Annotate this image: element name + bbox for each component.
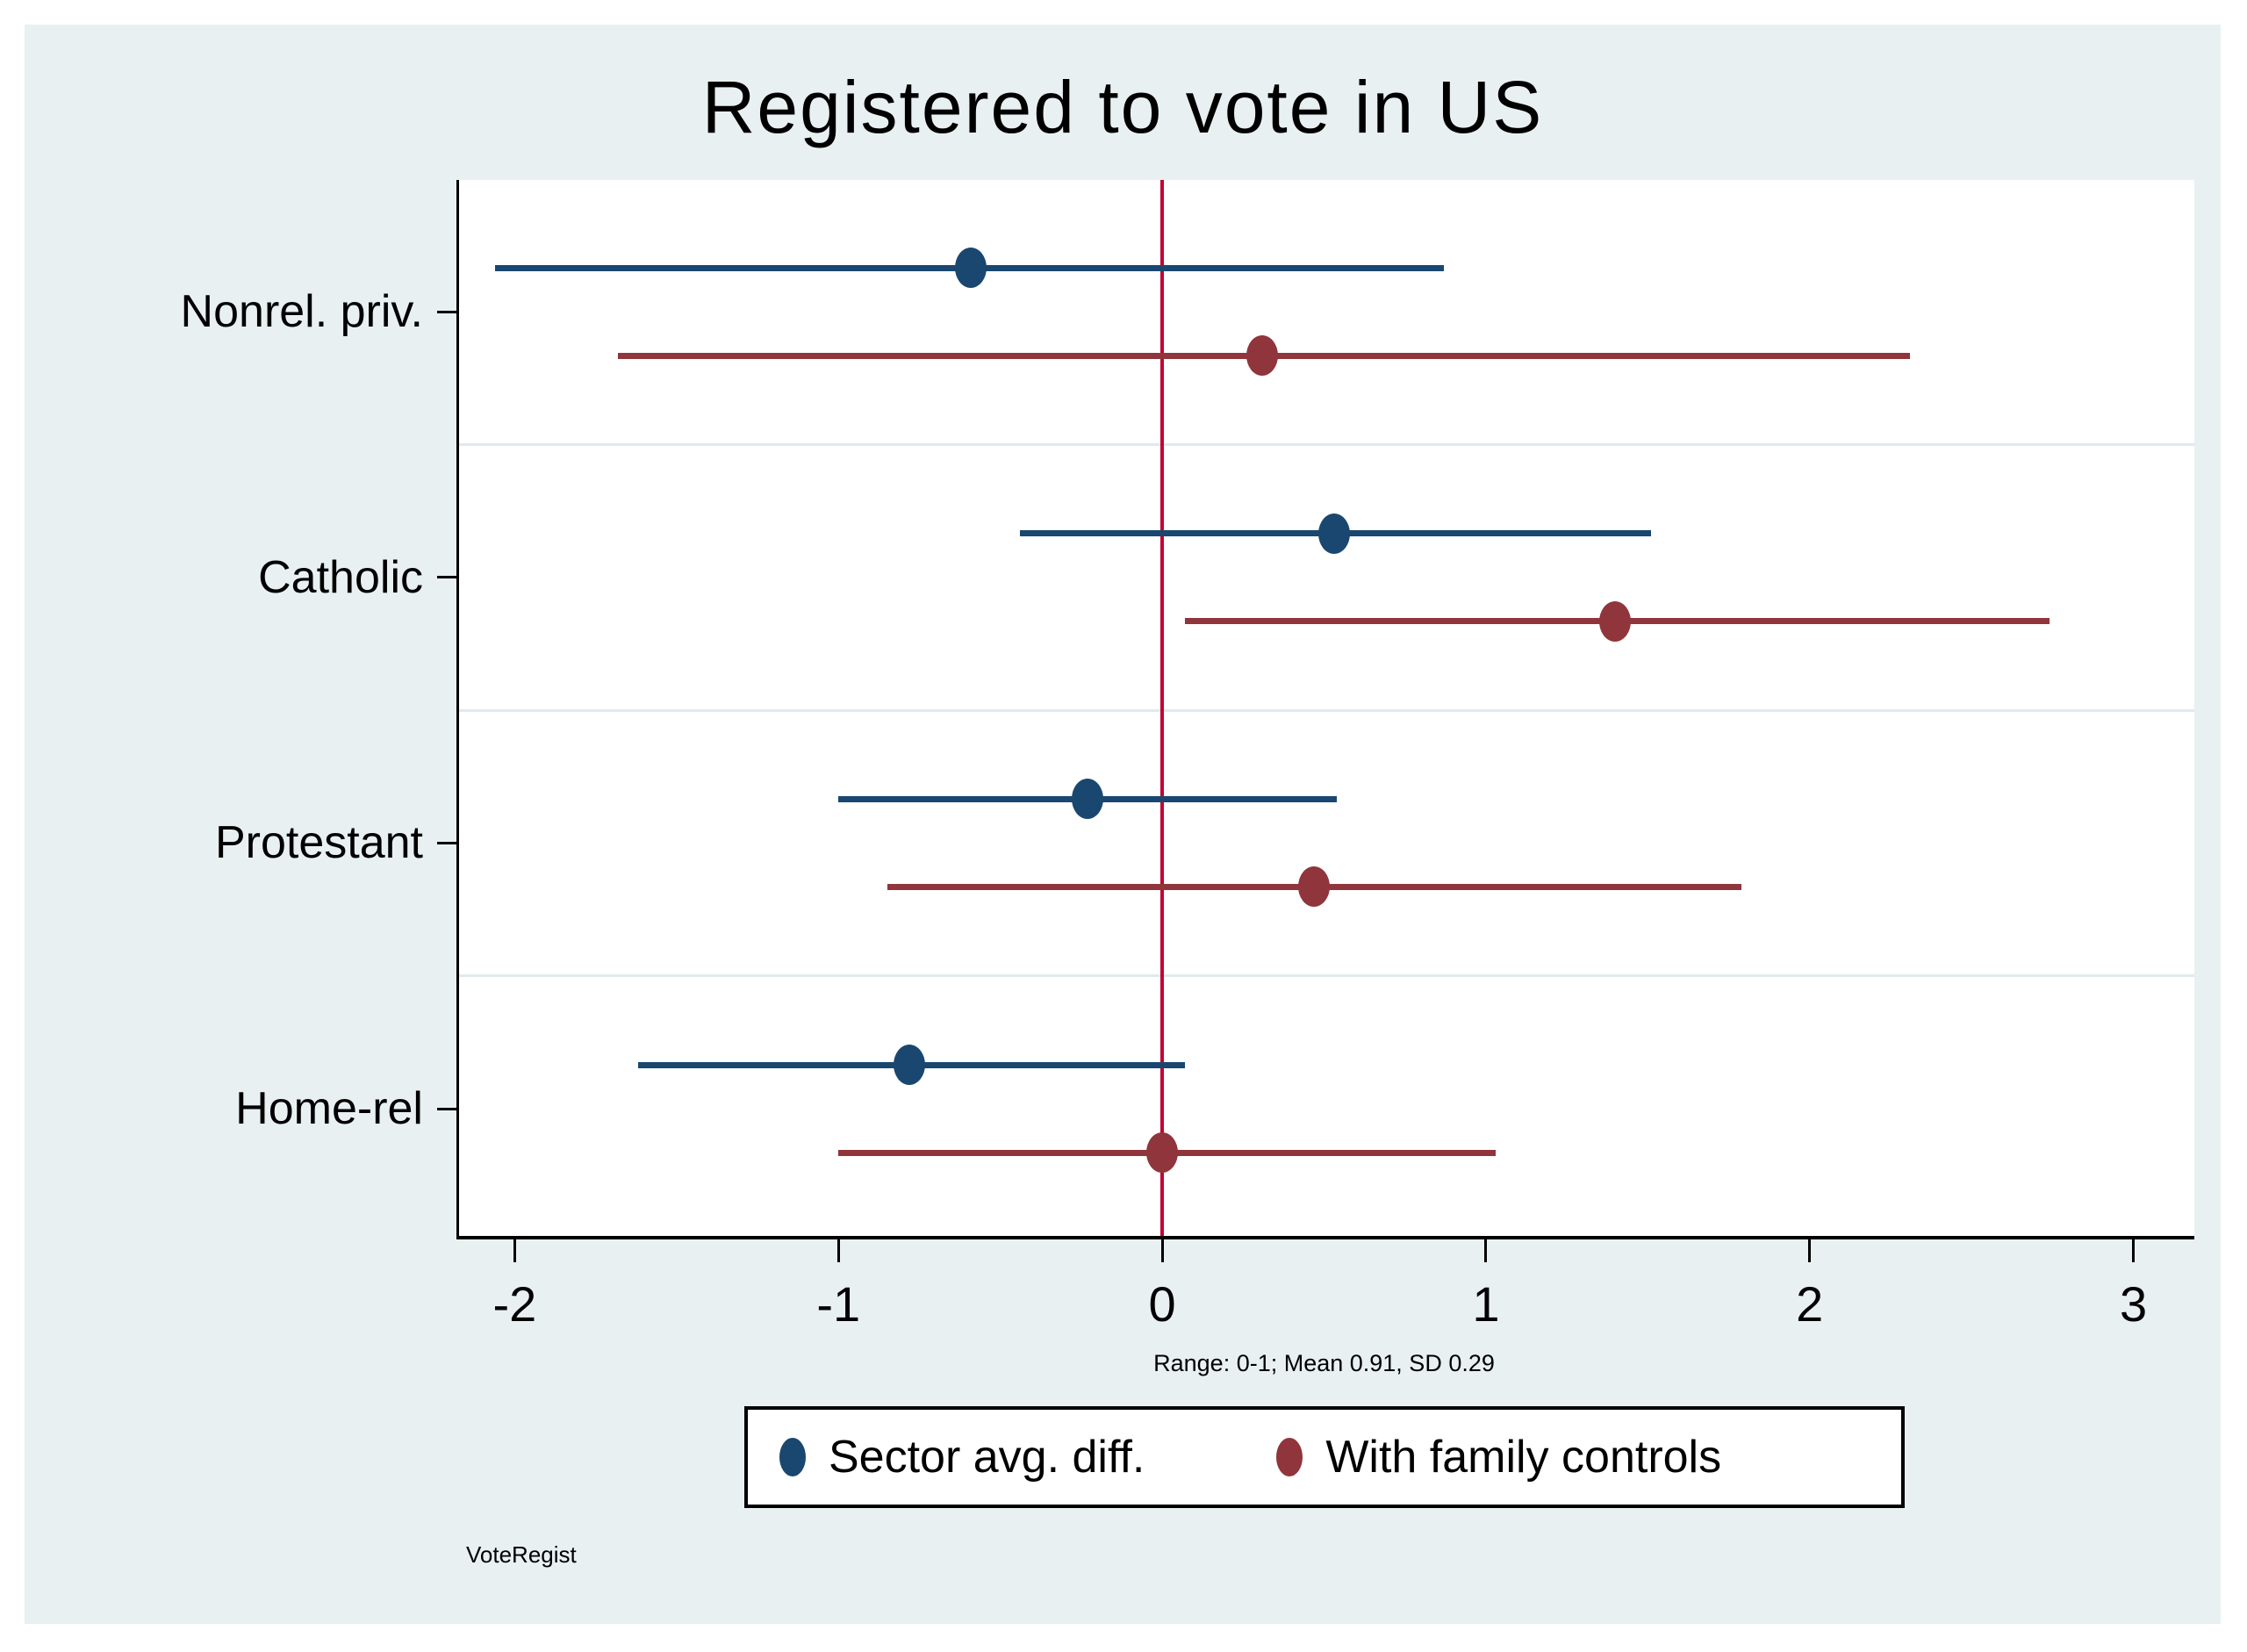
variable-footnote: VoteRegist (466, 1541, 577, 1568)
x-axis-note: Range: 0-1; Mean 0.91, SD 0.29 (1153, 1350, 1495, 1376)
legend-marker-red-dot-icon (1276, 1438, 1303, 1476)
x-axis-tick-label: 3 (2120, 1276, 2148, 1332)
x-axis-tick-label: -2 (492, 1276, 537, 1332)
x-axis-tick-label: -1 (816, 1276, 861, 1332)
point-estimate-marker (1298, 866, 1331, 908)
x-axis-tick (1808, 1239, 1812, 1262)
horizontal-gridline (459, 443, 2194, 447)
y-axis-tick (437, 1107, 456, 1110)
point-estimate-marker (1246, 335, 1279, 377)
horizontal-gridline (459, 974, 2194, 978)
legend-marker-blue-dot-icon (779, 1438, 806, 1476)
x-axis-tick-label: 1 (1472, 1276, 1500, 1332)
legend-item-with-family-controls: With family controls (1276, 1431, 1721, 1483)
point-estimate-marker (1072, 779, 1104, 820)
x-axis-tick-label: 2 (1796, 1276, 1824, 1332)
x-axis-tick (1484, 1239, 1488, 1262)
y-axis-category-label: Protestant (214, 817, 423, 869)
legend-label: With family controls (1325, 1432, 1722, 1483)
chart-title: Registered to vote in US (701, 66, 1544, 148)
y-axis-tick (437, 841, 456, 844)
y-axis-category-label: Home-rel (235, 1083, 423, 1135)
horizontal-gridline (459, 708, 2194, 712)
x-axis-tick (2132, 1239, 2136, 1262)
x-axis-tick (836, 1239, 840, 1262)
legend-label: Sector avg. diff. (829, 1432, 1145, 1483)
legend-item-sector-avg-diff: Sector avg. diff. (779, 1431, 1145, 1483)
point-estimate-marker (955, 248, 987, 289)
point-estimate-marker (1317, 513, 1350, 554)
point-estimate-marker (894, 1045, 926, 1086)
x-axis-tick-label: 0 (1148, 1276, 1176, 1332)
x-axis-tick (513, 1239, 516, 1262)
x-axis-tick (1160, 1239, 1164, 1262)
point-estimate-marker (1599, 600, 1632, 642)
y-axis-category-label: Nonrel. priv. (180, 286, 423, 338)
zero-reference-line (1160, 180, 1165, 1236)
legend-box: Sector avg. diff. With family controls (744, 1406, 1905, 1508)
y-axis-tick (437, 310, 456, 313)
y-axis-tick (437, 576, 456, 579)
y-axis-category-label: Catholic (258, 551, 423, 603)
figure-panel: Registered to vote in US Range: 0-1; Mea… (25, 25, 2221, 1624)
point-estimate-marker (1146, 1132, 1179, 1174)
